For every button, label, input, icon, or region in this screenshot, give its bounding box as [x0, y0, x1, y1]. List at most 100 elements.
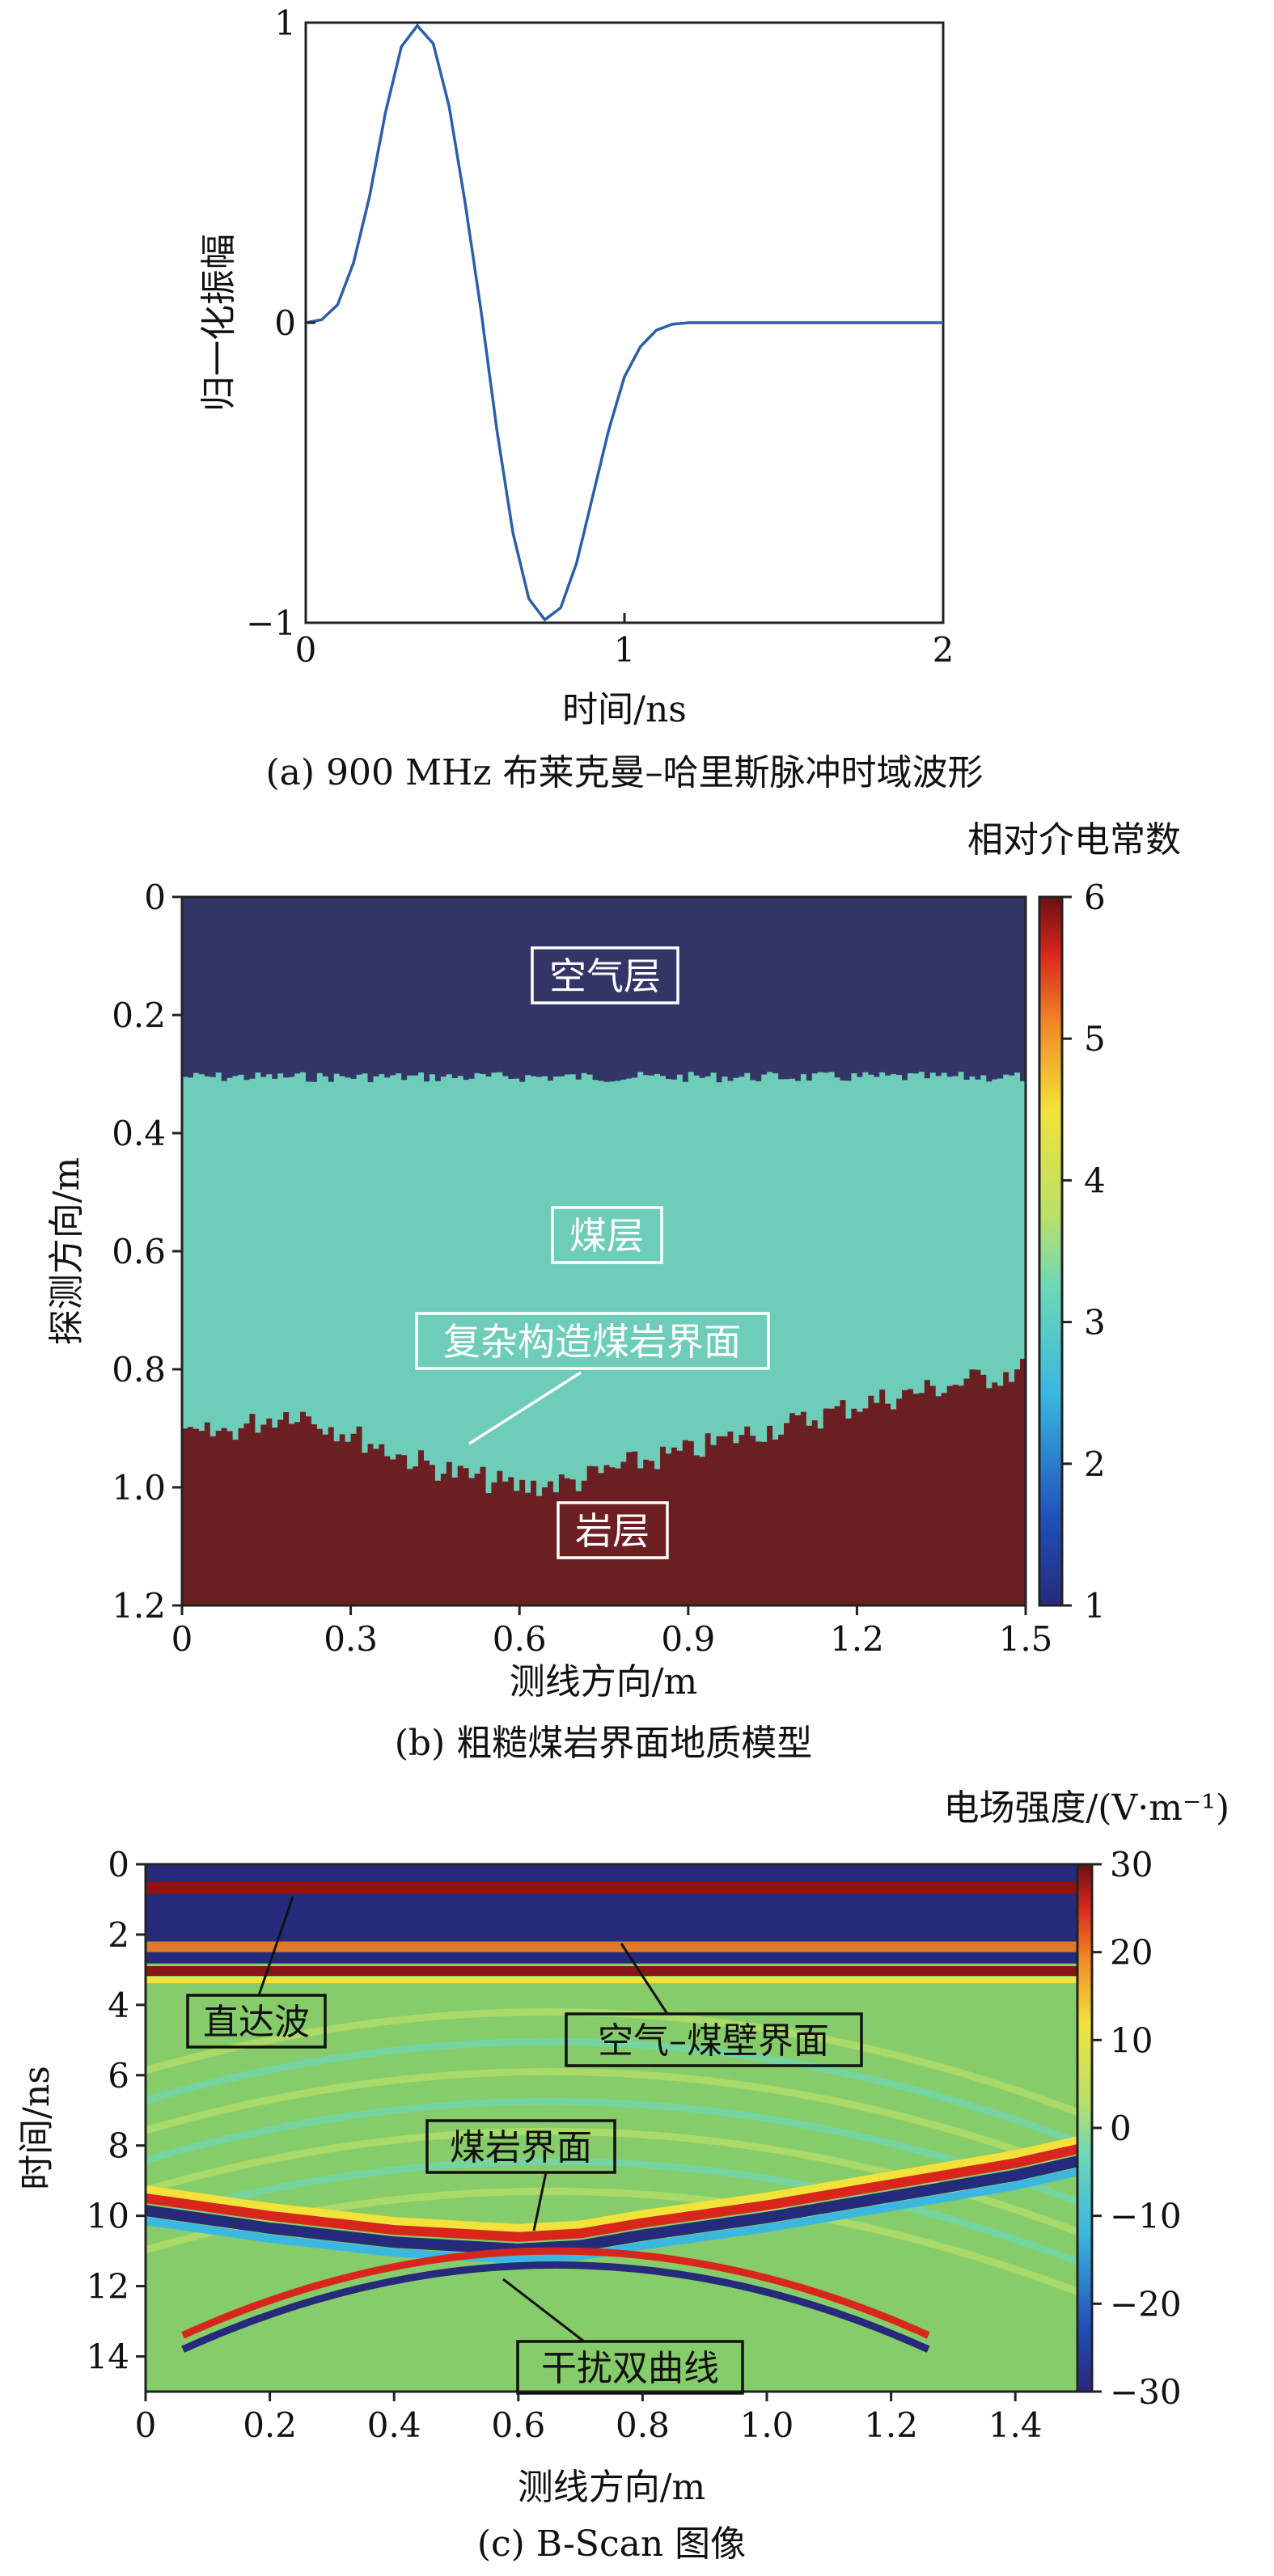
chart-c-ylabel: 时间/ns	[16, 2066, 57, 2190]
chart-c-xtick-label: 1.4	[988, 2405, 1043, 2445]
chart-c-xtick-label: 0.6	[491, 2405, 545, 2445]
chart-b-colorbar-tick-label: 2	[1084, 1445, 1106, 1484]
coal-rock-band-yellow	[146, 2136, 1077, 2232]
chart-b-colorbar-label: 相对介电常数	[967, 819, 1181, 861]
chart-a-xlabel: 时间/ns	[562, 689, 687, 730]
chart-c-xtick-label: 1.2	[864, 2405, 918, 2445]
chart-b-xtick-label: 0.9	[661, 1619, 715, 1659]
interference-label: 干扰双曲线	[541, 2348, 719, 2389]
chart-a-ticks: 0 1 2−101	[246, 3, 954, 670]
chart-c-xlabel: 测线方向/m	[518, 2467, 706, 2508]
chart-a-xtick-label: 0	[295, 630, 317, 670]
coal-layer-label: 煤层	[569, 1214, 644, 1258]
chart-c-ytick-label: 10	[87, 2197, 129, 2236]
direct-wave-band	[146, 1881, 1077, 1895]
air-coal-band-3	[146, 1966, 1077, 1977]
interference-pointer	[502, 2278, 585, 2343]
rock-layer	[182, 1359, 1026, 1605]
coal-rock-label: 煤岩界面	[450, 2127, 592, 2168]
coal-rock-pointer	[532, 2172, 548, 2231]
chart-c-colorbar-tick-label: 30	[1110, 1845, 1153, 1884]
interface-label-box	[415, 1312, 770, 1370]
chart-b-colorbar-tick-label: 4	[1084, 1161, 1106, 1200]
direct-wave-pointer	[257, 1896, 294, 1996]
interference-arm-right-red	[555, 2247, 930, 2339]
ringing-hyperbola	[146, 2067, 1077, 2176]
air-coal-band-1	[146, 1941, 1077, 1953]
chart-a-ytick-label: 1	[274, 3, 296, 43]
interface-label: 复杂构造煤岩界面	[443, 1320, 741, 1364]
chart-c-colorbar-tick-label: −30	[1110, 2372, 1182, 2412]
chart-b-colorbar-tick-label: 6	[1084, 878, 1106, 917]
interference-label-box	[516, 2340, 744, 2395]
air-layer-label-box	[531, 946, 679, 1005]
interference-arm-left-red	[181, 2247, 556, 2339]
chart-b-colorbar	[1038, 895, 1064, 1607]
direct-wave-label: 直达波	[203, 2002, 310, 2043]
chart-b-colorbar-tick-label: 3	[1084, 1303, 1106, 1343]
chart-a-ytick-label: −1	[246, 603, 296, 643]
ringing-hyperbola	[146, 2097, 1077, 2206]
chart-c-colorbar-tick-label: 10	[1110, 2020, 1153, 2060]
chart-c-colorbar-tick-label: 0	[1110, 2109, 1132, 2148]
chart-c-colorbar-label: 电场强度/(V·m⁻¹)	[943, 1787, 1230, 1829]
chart-b-ytick-label: 1.2	[112, 1586, 166, 1626]
chart-a-xtick-label: 2	[933, 630, 954, 670]
chart-a-caption: (a) 900 MHz 布莱克曼–哈里斯脉冲时域波形	[265, 752, 983, 793]
air-coal-band-4	[146, 1977, 1077, 1984]
chart-b-ytick-label: 0	[144, 878, 166, 917]
rock-layer-label: 岩层	[575, 1509, 650, 1553]
chart-b-xlabel: 测线方向/m	[510, 1661, 698, 1703]
chart-c-colorbar-tick-label: 20	[1110, 1933, 1153, 1973]
coal-rock-label-box	[425, 2119, 616, 2174]
chart-b-ytick-label: 0.8	[112, 1350, 166, 1390]
rock-layer-label-box	[557, 1501, 669, 1559]
coal-rock-band-dark	[146, 2155, 1077, 2256]
chart-c-colorbar	[1076, 1863, 1094, 2393]
chart-c-ticks: 0 0.2 0.4 0.6 0.8 1.0 1.2 1.4 0 2 4 6 8 10 12 14 30 20 10 0…	[87, 1845, 1182, 2445]
chart-a-ytick-label: 0	[274, 303, 296, 343]
chart-c-ytick-label: 14	[87, 2337, 129, 2377]
air-layer-label: 空气层	[549, 954, 661, 998]
chart-b-xtick-label: 0.6	[493, 1619, 547, 1659]
interference-arm-right-dark	[555, 2261, 930, 2353]
air-coal-label-box	[565, 2012, 863, 2067]
chart-b-caption: (b) 粗糙煤岩界面地质模型	[395, 1723, 812, 1764]
chart-c-ytick-label: 0	[108, 1845, 129, 1884]
chart-c-xtick-label: 0.2	[243, 2405, 297, 2445]
chart-c-ytick-label: 2	[108, 1915, 129, 1955]
chart-b-xtick-label: 0	[171, 1619, 193, 1659]
chart-b: 相对介电常数 空气层 煤层 复杂构造煤岩界面 岩层 0 0.3 0.6 0.9 1.2 1…	[46, 819, 1181, 1764]
chart-a-ylabel: 归一化振幅	[198, 234, 239, 412]
chart-b-ylabel: 探测方向/m	[46, 1157, 87, 1346]
chart-c-ytick-label: 4	[108, 1986, 129, 2025]
air-coal-pointer	[620, 1943, 669, 2015]
interference-arm-left-dark	[181, 2261, 556, 2353]
chart-c-xtick-label: 0.8	[616, 2405, 670, 2445]
chart-a: 0 1 2−101 归一化振幅 时间/ns (a) 900 MHz 布莱克曼–哈里斯…	[198, 3, 984, 793]
chart-c-ytick-label: 12	[87, 2267, 129, 2307]
chart-c-xtick-label: 1.0	[740, 2405, 794, 2445]
chart-c: 电场强度/(V·m⁻¹) 直达波 空气–煤壁界面 煤岩界面 干扰双曲线 0 0.2…	[16, 1787, 1230, 2565]
chart-b-colorbar-tick-label: 1	[1084, 1586, 1106, 1626]
chart-b-xtick-label: 0.3	[324, 1619, 378, 1659]
chart-b-ticks: 0 0.3 0.6 0.9 1.2 1.5 0 0.2 0.4 0.6 0.8 1.0 1.2 1 2 3 4 5…	[112, 878, 1106, 1659]
chart-c-colorbar-tick-label: −20	[1110, 2284, 1182, 2324]
chart-c-colorbar-tick-label: −10	[1110, 2197, 1182, 2236]
chart-c-caption: (c) B-Scan 图像	[477, 2523, 746, 2565]
bscan-air-zone	[146, 1864, 1077, 1942]
coal-layer-label-box	[551, 1206, 663, 1264]
chart-b-ytick-label: 1.0	[112, 1468, 166, 1508]
chart-b-colorbar-tick-label: 5	[1084, 1019, 1106, 1059]
chart-b-ytick-label: 0.2	[112, 996, 166, 1035]
bscan-field	[146, 1864, 1077, 2392]
chart-b-xtick-label: 1.2	[830, 1619, 884, 1659]
ringing-hyperbola	[146, 2157, 1077, 2265]
chart-b-ytick-label: 0.4	[112, 1114, 166, 1153]
coal-rock-band-red	[146, 2144, 1077, 2242]
chart-c-ytick-label: 6	[108, 2056, 129, 2096]
direct-wave-label-box	[186, 1994, 327, 2049]
air-coal-band-2	[146, 1952, 1077, 1964]
chart-c-xtick-label: 0.4	[367, 2405, 421, 2445]
ringing-hyperbola	[146, 2037, 1077, 2146]
